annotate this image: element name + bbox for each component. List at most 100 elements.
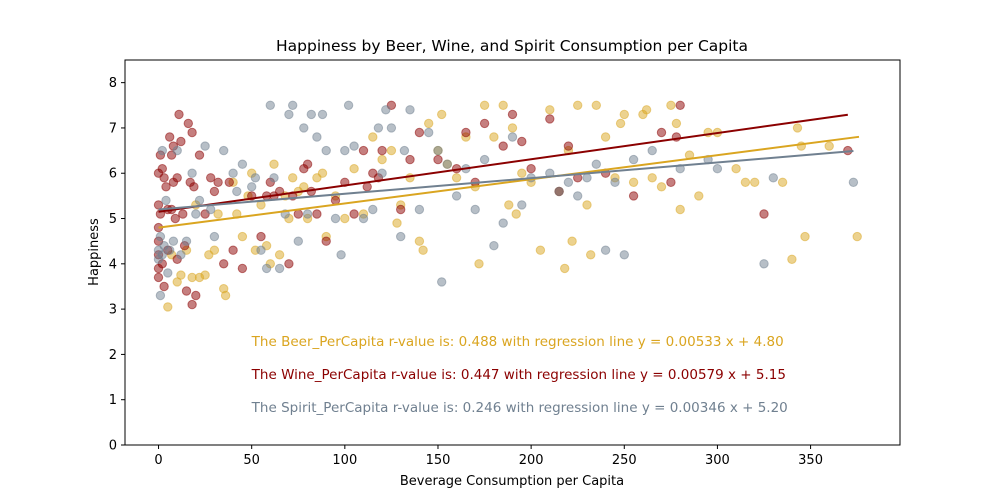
data-point xyxy=(554,186,564,197)
annotations: The Beer_PerCapita r-value is: 0.488 wit… xyxy=(251,334,788,416)
data-point xyxy=(628,191,639,201)
data-point xyxy=(157,250,168,260)
data-point xyxy=(163,268,173,278)
data-point xyxy=(451,191,462,201)
data-point xyxy=(321,145,331,156)
x-tick-label: 250 xyxy=(612,453,637,468)
data-point xyxy=(666,100,676,111)
data-point xyxy=(479,100,490,111)
data-point xyxy=(600,132,611,142)
data-point xyxy=(220,290,231,301)
data-point xyxy=(759,209,769,219)
data-point xyxy=(191,290,201,301)
data-point xyxy=(165,132,175,142)
data-point xyxy=(573,100,583,111)
regression-line xyxy=(158,135,860,229)
data-point xyxy=(545,114,555,124)
data-point xyxy=(586,250,596,260)
data-point xyxy=(302,209,313,219)
data-point xyxy=(377,168,387,178)
data-point xyxy=(600,245,611,255)
data-point xyxy=(461,127,471,138)
data-point xyxy=(628,177,639,188)
x-tick-label: 350 xyxy=(798,453,823,468)
data-point xyxy=(312,132,322,142)
data-point xyxy=(153,200,164,210)
data-point xyxy=(368,132,378,142)
data-point xyxy=(176,136,186,147)
data-point xyxy=(358,213,369,224)
data-point xyxy=(507,123,518,133)
data-point xyxy=(172,145,182,156)
data-point xyxy=(293,209,303,219)
data-point xyxy=(511,209,521,219)
chart-title: Happiness by Beer, Wine, and Spirit Cons… xyxy=(276,37,748,55)
data-point xyxy=(302,159,313,169)
regression-annotation: The Wine_PerCapita r-value is: 0.447 wit… xyxy=(251,367,786,383)
data-point xyxy=(284,109,294,120)
data-point xyxy=(479,118,490,129)
data-point xyxy=(349,164,359,174)
x-tick-label: 150 xyxy=(426,453,451,468)
data-point xyxy=(299,123,309,133)
data-point xyxy=(507,109,518,120)
x-axis-label: Beverage Consumption per Capita xyxy=(400,474,624,489)
data-point xyxy=(373,123,384,133)
data-point xyxy=(213,177,223,188)
data-point xyxy=(358,145,369,156)
data-point xyxy=(336,250,346,260)
data-point xyxy=(768,173,778,183)
data-point xyxy=(187,299,197,310)
data-point xyxy=(206,173,216,183)
data-point xyxy=(386,123,397,133)
data-point xyxy=(381,105,391,115)
y-tick-label: 8 xyxy=(109,76,117,91)
data-point xyxy=(168,236,179,246)
data-point xyxy=(269,159,279,169)
data-point xyxy=(619,109,629,120)
data-point xyxy=(155,231,166,242)
data-point xyxy=(377,154,387,165)
data-point xyxy=(405,105,415,115)
data-point xyxy=(396,231,406,242)
data-point xyxy=(437,109,447,120)
data-point xyxy=(284,259,294,269)
data-point xyxy=(567,236,577,246)
data-point xyxy=(191,209,201,219)
data-point xyxy=(792,123,803,133)
data-point xyxy=(340,213,350,224)
data-point xyxy=(163,302,173,312)
data-point xyxy=(526,164,536,174)
data-point xyxy=(377,145,387,156)
regression-line xyxy=(158,113,848,213)
data-point xyxy=(161,182,171,192)
data-point xyxy=(535,245,546,255)
data-point xyxy=(824,141,834,151)
data-point xyxy=(269,173,279,183)
data-point xyxy=(545,105,555,115)
data-point xyxy=(582,200,592,210)
data-point xyxy=(740,177,751,188)
data-point xyxy=(256,245,266,255)
data-point xyxy=(451,173,462,183)
data-point xyxy=(433,154,443,165)
data-point xyxy=(200,141,210,151)
data-point xyxy=(787,254,797,264)
data-point xyxy=(405,154,415,165)
data-point xyxy=(405,173,415,183)
data-point xyxy=(591,159,601,169)
data-point xyxy=(155,290,166,301)
x-tick-label: 200 xyxy=(519,453,544,468)
data-point xyxy=(219,145,229,156)
data-point xyxy=(209,186,220,197)
data-point xyxy=(396,204,406,215)
data-point xyxy=(666,177,676,188)
data-point xyxy=(178,209,188,219)
data-point xyxy=(647,173,657,183)
data-point xyxy=(340,145,350,156)
data-point xyxy=(694,191,704,201)
data-point xyxy=(386,145,397,156)
data-point xyxy=(189,182,199,192)
